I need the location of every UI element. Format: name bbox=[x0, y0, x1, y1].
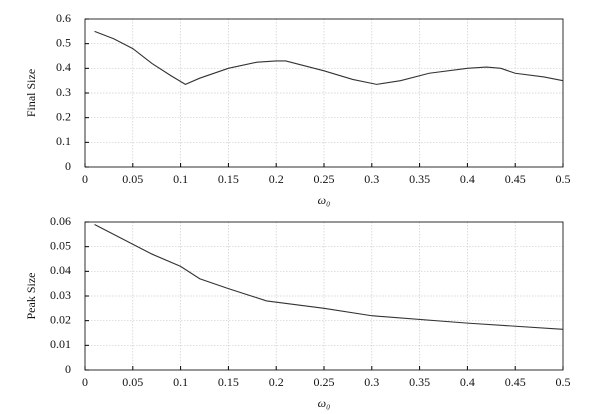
x-tick-label: 0.45 bbox=[505, 375, 526, 389]
y-tick-label: 0.6 bbox=[56, 11, 71, 25]
x-tick-label: 0.15 bbox=[218, 172, 239, 186]
y-tick-label: 0 bbox=[65, 159, 71, 173]
x-tick-label: 0.25 bbox=[314, 375, 335, 389]
y-tick-label: 0.4 bbox=[56, 60, 71, 74]
x-tick-label: 0.45 bbox=[505, 172, 526, 186]
y-tick-label: 0.01 bbox=[50, 337, 71, 351]
x-tick-label: 0.1 bbox=[173, 172, 188, 186]
y-axis-label: Peak Size bbox=[24, 273, 38, 320]
y-tick-label: 0.5 bbox=[56, 35, 71, 49]
x-axis-label: ω₀ bbox=[318, 396, 331, 410]
x-tick-label: 0.3 bbox=[364, 172, 379, 186]
y-tick-label: 0.05 bbox=[50, 238, 71, 252]
x-tick-label: 0.4 bbox=[460, 375, 475, 389]
x-tick-label: 0.3 bbox=[364, 375, 379, 389]
y-tick-label: 0.1 bbox=[56, 134, 71, 148]
x-tick-label: 0.15 bbox=[218, 375, 239, 389]
plot-frame bbox=[84, 221, 564, 371]
x-tick-label: 0.05 bbox=[122, 375, 143, 389]
x-tick-label: 0.05 bbox=[122, 172, 143, 186]
data-line bbox=[94, 30, 564, 85]
x-tick-label: 0.35 bbox=[409, 375, 430, 389]
y-tick-label: 0.02 bbox=[50, 312, 71, 326]
y-tick-label: 0.2 bbox=[56, 109, 71, 123]
x-tick-label: 0.4 bbox=[460, 172, 475, 186]
y-tick-label: 0.3 bbox=[56, 85, 71, 99]
x-tick-label: 0.5 bbox=[556, 172, 571, 186]
y-tick-label: 0.03 bbox=[50, 288, 71, 302]
plot-frame bbox=[84, 18, 564, 168]
y-tick-label: 0 bbox=[65, 362, 71, 376]
x-tick-label: 0.35 bbox=[409, 172, 430, 186]
data-line bbox=[94, 223, 564, 330]
x-tick-label: 0.1 bbox=[173, 375, 188, 389]
y-tick-label: 0.04 bbox=[50, 263, 71, 277]
x-axis-label: ω₀ bbox=[318, 193, 331, 207]
x-tick-label: 0.25 bbox=[314, 172, 335, 186]
y-tick-label: 0.06 bbox=[50, 214, 71, 228]
x-tick-label: 0.2 bbox=[269, 375, 284, 389]
y-axis-label: Final Size bbox=[24, 69, 38, 117]
x-tick-label: 0.5 bbox=[556, 375, 571, 389]
x-tick-label: 0 bbox=[82, 375, 88, 389]
x-tick-label: 0 bbox=[82, 172, 88, 186]
x-tick-label: 0.2 bbox=[269, 172, 284, 186]
